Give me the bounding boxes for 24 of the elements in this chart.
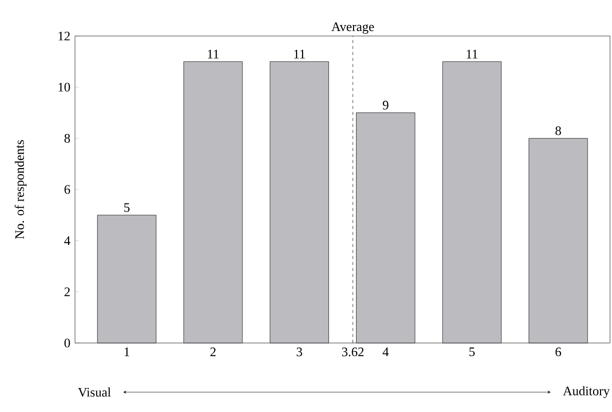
x-tick-label: 2 xyxy=(210,348,216,356)
x-tick-label: 6 xyxy=(556,348,562,356)
x-tick-label: 4 xyxy=(382,348,389,356)
x-tick-label: 3.62 xyxy=(342,348,364,356)
data-label: 11 xyxy=(466,50,478,58)
y-tick-label: 6 xyxy=(64,185,70,194)
ref-line-label: Average xyxy=(331,22,374,34)
x-tick-label: 3 xyxy=(296,348,302,356)
y-tick-label: 4 xyxy=(64,236,70,245)
x-tick-label: 1 xyxy=(124,348,130,356)
text: Auditory xyxy=(562,386,610,398)
y-axis-title: No. of respondents xyxy=(14,140,27,239)
y-tick-label: 2 xyxy=(64,288,70,296)
y-tick-label: 12 xyxy=(58,32,70,40)
data-label: 11 xyxy=(208,50,219,58)
data-label: 5 xyxy=(124,203,130,212)
y-tick-label: 10 xyxy=(58,82,70,92)
data-label: 8 xyxy=(555,126,561,136)
data-label: 9 xyxy=(382,100,388,110)
y-tick-label: 8 xyxy=(64,134,70,143)
x-tick-label: 5 xyxy=(469,348,475,356)
data-label: 11 xyxy=(294,50,305,58)
text: Visual xyxy=(78,388,111,397)
y-tick-label: 0 xyxy=(64,338,70,348)
